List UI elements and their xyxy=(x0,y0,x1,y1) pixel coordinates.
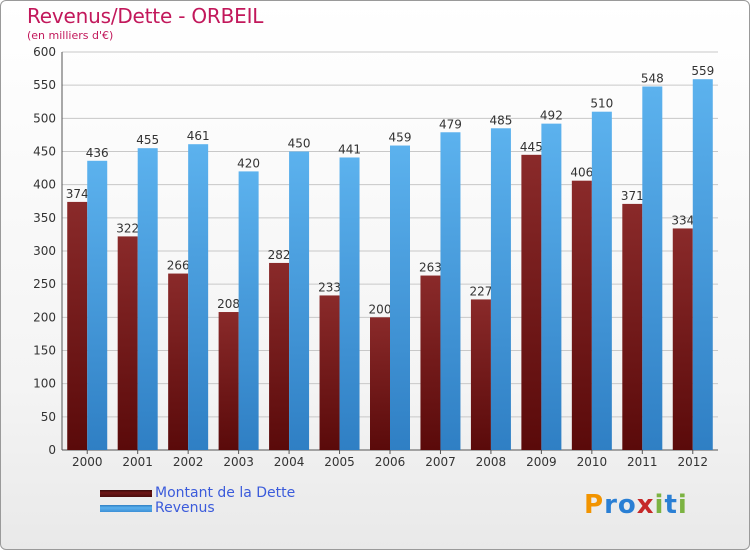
data-label-dette: 445 xyxy=(520,140,543,154)
data-label-revenus: 485 xyxy=(489,113,512,127)
data-label-dette: 374 xyxy=(66,187,89,201)
x-tick-label: 2000 xyxy=(72,455,103,469)
bar-revenus xyxy=(642,86,663,450)
logo-letter: t xyxy=(664,490,678,520)
data-label-revenus: 436 xyxy=(86,146,109,160)
bar-revenus xyxy=(339,157,360,450)
y-tick-label: 300 xyxy=(33,244,56,258)
x-tick-label: 2005 xyxy=(324,455,355,469)
data-label-dette: 227 xyxy=(469,284,492,298)
chart-subtitle: (en milliers d'€) xyxy=(27,29,114,42)
bar-dette xyxy=(622,203,643,450)
x-tick-label: 2009 xyxy=(526,455,557,469)
logo-letter: i xyxy=(654,490,665,520)
data-label-revenus: 459 xyxy=(389,131,412,145)
y-tick-label: 100 xyxy=(33,377,56,391)
y-tick-label: 400 xyxy=(33,178,56,192)
logo-letter: x xyxy=(636,490,655,520)
bar-dette xyxy=(571,180,592,451)
legend-swatch-revenus xyxy=(100,505,152,512)
y-tick-label: 0 xyxy=(48,443,56,457)
bar-dette xyxy=(67,201,88,450)
bar-revenus xyxy=(591,111,612,450)
x-tick-label: 2001 xyxy=(122,455,153,469)
data-label-dette: 200 xyxy=(369,302,392,316)
x-tick-label: 2006 xyxy=(375,455,406,469)
x-tick-label: 2012 xyxy=(677,455,708,469)
data-label-dette: 334 xyxy=(671,213,694,227)
bar-dette xyxy=(218,312,239,450)
bar-revenus xyxy=(490,128,511,451)
data-label-revenus: 450 xyxy=(288,137,311,151)
data-label-dette: 406 xyxy=(570,166,593,180)
bar-revenus xyxy=(289,151,310,450)
logo-letter: P xyxy=(584,490,605,520)
bar-dette xyxy=(168,273,189,450)
y-tick-label: 150 xyxy=(33,344,56,358)
x-tick-label: 2003 xyxy=(223,455,254,469)
bar-dette xyxy=(319,295,340,450)
data-label-revenus: 441 xyxy=(338,142,361,156)
data-label-revenus: 510 xyxy=(590,97,613,111)
x-tick-label: 2007 xyxy=(425,455,456,469)
bar-revenus xyxy=(137,148,158,450)
bar-dette xyxy=(672,228,693,450)
bar-dette xyxy=(370,317,390,450)
data-label-dette: 282 xyxy=(268,248,291,262)
data-label-revenus: 548 xyxy=(641,71,664,85)
data-label-dette: 371 xyxy=(621,189,644,203)
legend-label-revenus: Revenus xyxy=(155,500,215,516)
x-tick-label: 2011 xyxy=(627,455,658,469)
bar-revenus xyxy=(238,171,259,450)
x-tick-label: 2010 xyxy=(577,455,608,469)
bar-dette xyxy=(420,275,441,450)
bar-dette xyxy=(269,262,290,450)
data-label-revenus: 559 xyxy=(691,64,714,78)
data-label-revenus: 479 xyxy=(439,117,462,131)
data-label-dette: 266 xyxy=(167,259,190,273)
chart-title: Revenus/Dette - ORBEIL xyxy=(27,4,264,28)
data-label-revenus: 492 xyxy=(540,109,563,123)
y-tick-label: 600 xyxy=(33,45,56,59)
y-tick-label: 500 xyxy=(33,111,56,125)
y-tick-label: 200 xyxy=(33,310,56,324)
y-tick-label: 50 xyxy=(41,410,56,424)
bar-revenus xyxy=(87,160,108,450)
bar-dette xyxy=(470,299,491,450)
bar-dette xyxy=(117,236,138,450)
logo-letter: i xyxy=(677,490,688,520)
x-tick-label: 2002 xyxy=(173,455,204,469)
x-tick-label: 2004 xyxy=(274,455,305,469)
data-label-dette: 322 xyxy=(116,221,139,235)
data-label-revenus: 461 xyxy=(187,129,210,143)
logo-letter: o xyxy=(617,490,637,520)
data-label-dette: 263 xyxy=(419,261,442,275)
y-tick-label: 550 xyxy=(33,78,56,92)
bar-revenus xyxy=(541,123,562,450)
bar-revenus xyxy=(440,132,461,450)
data-label-revenus: 455 xyxy=(136,133,159,147)
data-label-revenus: 420 xyxy=(237,156,260,170)
y-tick-label: 350 xyxy=(33,211,56,225)
data-label-dette: 208 xyxy=(217,297,240,311)
y-tick-label: 250 xyxy=(33,277,56,291)
bar-dette xyxy=(521,154,542,451)
bar-revenus xyxy=(692,79,713,451)
y-tick-label: 450 xyxy=(33,145,56,159)
legend-label-dette: Montant de la Dette xyxy=(155,485,296,501)
bar-revenus xyxy=(188,144,209,450)
proxiti-logo: Proxiti xyxy=(584,490,688,520)
bar-revenus xyxy=(390,145,410,450)
data-label-dette: 233 xyxy=(318,280,341,294)
x-tick-label: 2008 xyxy=(476,455,507,469)
logo-letter: r xyxy=(604,490,618,520)
legend-swatch-dette xyxy=(100,490,152,497)
